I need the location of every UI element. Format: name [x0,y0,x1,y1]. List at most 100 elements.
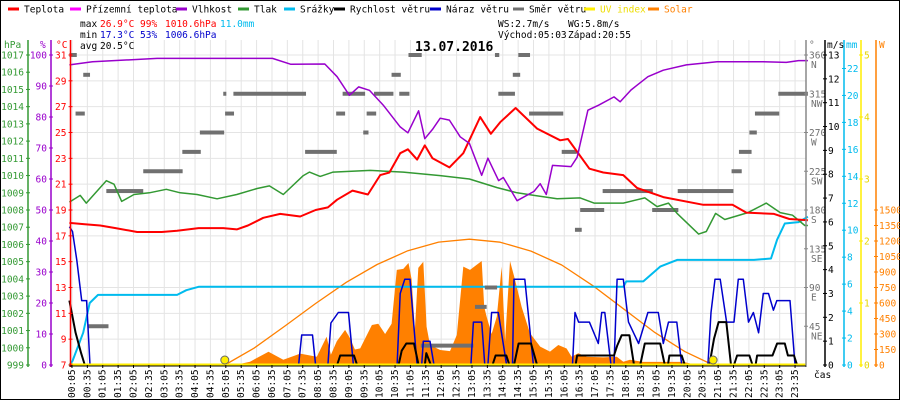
solar-axis-label: 750 [879,283,896,294]
wind-direction-bar [69,53,77,57]
legend: Teplota Přízemní teplota Vlhkost Tlak Srážky… [8,5,693,16]
wind-direction-bar [408,53,422,57]
rain-axis-label: 4 [847,307,853,318]
unit-hpa: hPa [4,40,21,51]
wind-direction-bar [420,343,474,348]
pressure-axis-label: 1011 [1,154,24,165]
uv-axis-label: 5 [864,51,870,62]
temperature-axis-label: 13 [55,283,66,294]
stats-sunrise: Východ:05:03 [498,30,567,41]
humidity-axis-label: 10 [36,330,48,341]
stats-wind-gust: WG:5.8m/s [568,19,619,30]
solar-axis-label: 450 [879,314,896,325]
wind-axis-label: 4 [828,265,834,276]
legend-item: Přízemní teplota [86,5,178,16]
direction-axis-compass-label: SE [811,254,823,265]
rain-axis-label: 8 [847,253,853,264]
solar-axis-label: 1200 [879,237,900,248]
direction-axis-compass-label: NW [811,99,823,110]
stats-min-temp: 17.3°C [100,30,134,41]
x-tick-label: 23:35 [790,369,801,398]
rain-axis-label: 14 [847,172,859,183]
x-tick-label: 05:05 [221,369,232,398]
wind-axis-label: 11 [828,98,840,109]
x-tick-label: 00:35 [82,369,93,398]
x-tick-label: 01:35 [113,369,124,398]
pressure-axis-label: 1010 [1,171,24,182]
legend-item: Vlhkost [192,5,232,16]
x-tick-label: 16:35 [575,369,586,398]
temperature-axis-label: 9 [61,335,67,346]
direction-axis-compass-label: S [811,215,817,226]
x-tick-label: 01:05 [98,369,109,398]
rain-axis-label: 6 [847,280,853,291]
x-tick-label: 07:35 [298,369,309,398]
humidity-axis-label: 90 [36,82,48,93]
humidity-axis-label: 40 [36,237,48,248]
humidity-axis-label: 60 [36,175,48,186]
wind-direction-bar [754,111,780,116]
x-tick-label: 23:05 [775,369,786,398]
pressure-axis-label: 1007 [1,223,24,234]
x-tick-label: 22:05 [744,369,755,398]
solar-axis-label: 150 [879,345,896,356]
unit-watt: W [879,40,885,51]
wind-axis-label: 12 [828,74,839,85]
wind-direction-bar [336,111,346,116]
sun-marker [220,355,230,365]
wind-direction-bar [182,149,201,154]
wind-axis-label: 9 [828,146,834,157]
wind-axis-label: 2 [828,313,834,324]
x-tick-label: 02:05 [129,369,140,398]
x-tick-label: 09:35 [359,369,370,398]
x-tick-label: 00:05 [67,369,78,398]
x-tick-label: 21:05 [713,369,724,398]
rain-axis-label: 2 [847,334,853,345]
pressure-axis-label: 1002 [1,309,24,320]
pressure-axis-label: 1013 [1,119,24,130]
x-tick-label: 14:35 [513,369,524,398]
wind-direction-bar [574,227,582,232]
x-tick-label: 03:35 [175,369,186,398]
x-tick-label: 08:05 [313,369,324,398]
pressure-axis-label: 1017 [1,51,24,62]
wind-direction-bar [225,111,235,116]
x-tick-label: 06:35 [267,369,278,398]
x-tick-label: 16:05 [559,369,570,398]
wind-axis-label: 13 [828,51,839,62]
wind-speed-line [68,300,799,366]
axes: 9991000100110021003100410051006100710081… [1,40,900,372]
solar-axis-label: 600 [879,299,896,310]
pressure-axis-label: 1008 [1,206,24,217]
x-tick-label: 12:05 [436,369,447,398]
wind-direction-bar [106,189,144,194]
wind-direction-bar [83,72,91,77]
stats-avg-temp: 20.5°C [100,41,134,52]
x-axis-label: čas [814,370,831,381]
direction-axis-label: 135 [809,244,826,255]
direction-axis-compass-label: W [811,138,817,149]
stats-max-temp: 26.9°C [100,19,134,30]
rain-line [68,215,809,366]
legend-item: Rychlost větru [350,5,430,16]
uv-axis-label: 0 [864,361,870,372]
temperature-axis-label: 21 [55,180,67,191]
solar-axis-label: 900 [879,268,896,279]
temperature-axis-label: 15 [55,257,66,268]
pressure-axis-label: 1004 [1,274,24,285]
wind-axis-label: 10 [828,122,840,133]
wind-direction-bar [484,285,498,290]
stats-max-rain: 11.0mm [220,19,255,30]
x-tick-label: 10:35 [390,369,401,398]
direction-axis-compass-label: N [811,60,817,71]
humidity-axis-label: 30 [36,268,48,279]
temperature-axis-label: 27 [55,102,66,113]
temperature-axis-label: 11 [55,309,67,320]
legend-item: UV index [600,5,646,16]
temperature-axis-label: 29 [55,76,67,87]
legend-item: Srážky [300,5,335,16]
stats-block: max 26.9°C 99% 1010.6hPa 11.0mm min 17.3… [80,19,631,52]
humidity-axis-label: 70 [36,144,48,155]
x-tick-label: 08:35 [329,369,340,398]
